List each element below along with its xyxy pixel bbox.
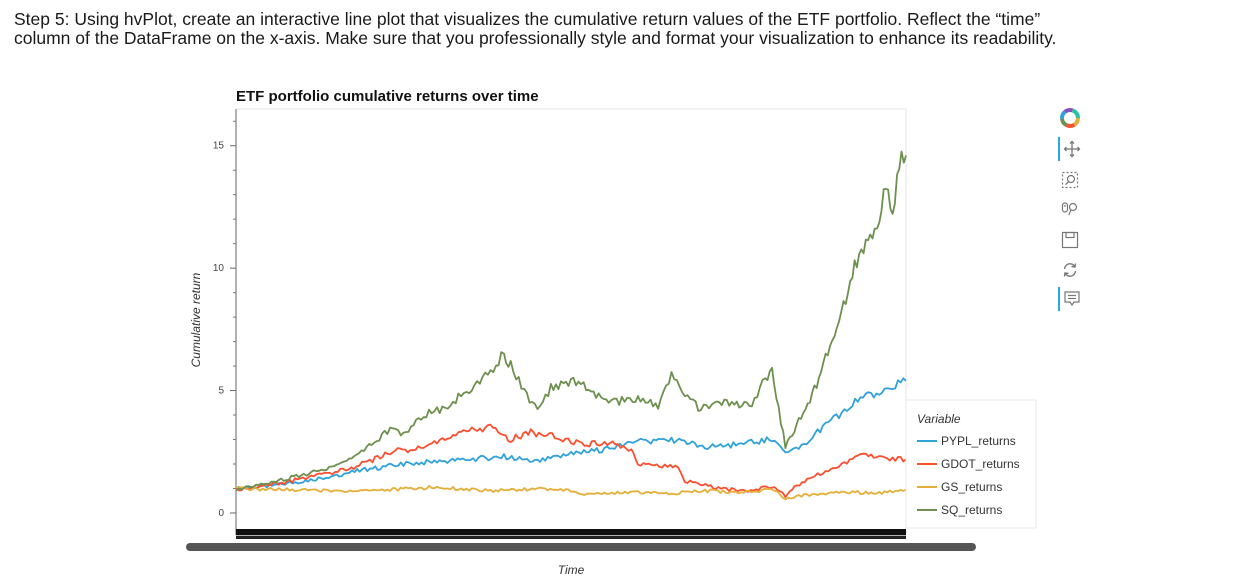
save-icon[interactable] [1058,228,1082,252]
legend-items: PYPL_returns GDOT_returns GS_returns SQ_ret… [917,434,1020,517]
series-line-sq-returns[interactable] [235,150,907,492]
y-axis: 0 5 10 15 [213,109,237,535]
reset-icon[interactable] [1058,258,1082,282]
series-line-gdot-returns[interactable] [235,423,907,498]
x-scrollbar[interactable] [186,543,976,551]
wheel-zoom-icon[interactable] [1058,197,1082,221]
box-zoom-icon[interactable] [1058,168,1082,192]
series-line-pypl-returns[interactable] [235,377,907,491]
legend-item-label[interactable]: GS_returns [941,480,1002,494]
pan-icon[interactable] [1058,137,1084,161]
instructions-line-1: Step 5: Using hvPlot, create an interact… [14,9,1041,29]
series-line-gs-returns[interactable] [235,485,907,501]
y-axis-label: Cumulative return [189,272,203,367]
legend-item-label[interactable]: PYPL_returns [941,434,1016,448]
series-layer [235,150,907,501]
legend-title: Variable [917,412,961,426]
legend-item-label[interactable]: SQ_returns [941,503,1002,517]
instructions-text: Step 5: Using hvPlot, create an interact… [14,10,1250,48]
chart-title: ETF portfolio cumulative returns over ti… [236,88,539,105]
x-tick-labels-overlap [236,536,906,539]
legend-item-label[interactable]: GDOT_returns [941,457,1020,471]
y-tick-label: 10 [213,263,225,274]
y-tick-label: 0 [218,508,224,519]
hover-icon[interactable] [1058,287,1084,311]
y-tick-label: 5 [218,386,224,397]
bokeh-logo-icon[interactable] [1058,106,1082,130]
y-tick-label: 15 [213,141,225,152]
legend[interactable]: Variable PYPL_returns GDOT_returns GS_retu… [905,399,1037,529]
x-axis [236,529,906,539]
instructions-line-2: column of the DataFrame on the x-axis. M… [14,28,1057,48]
x-tick-marks-dense [236,529,906,535]
x-axis-label: Time [558,563,585,577]
